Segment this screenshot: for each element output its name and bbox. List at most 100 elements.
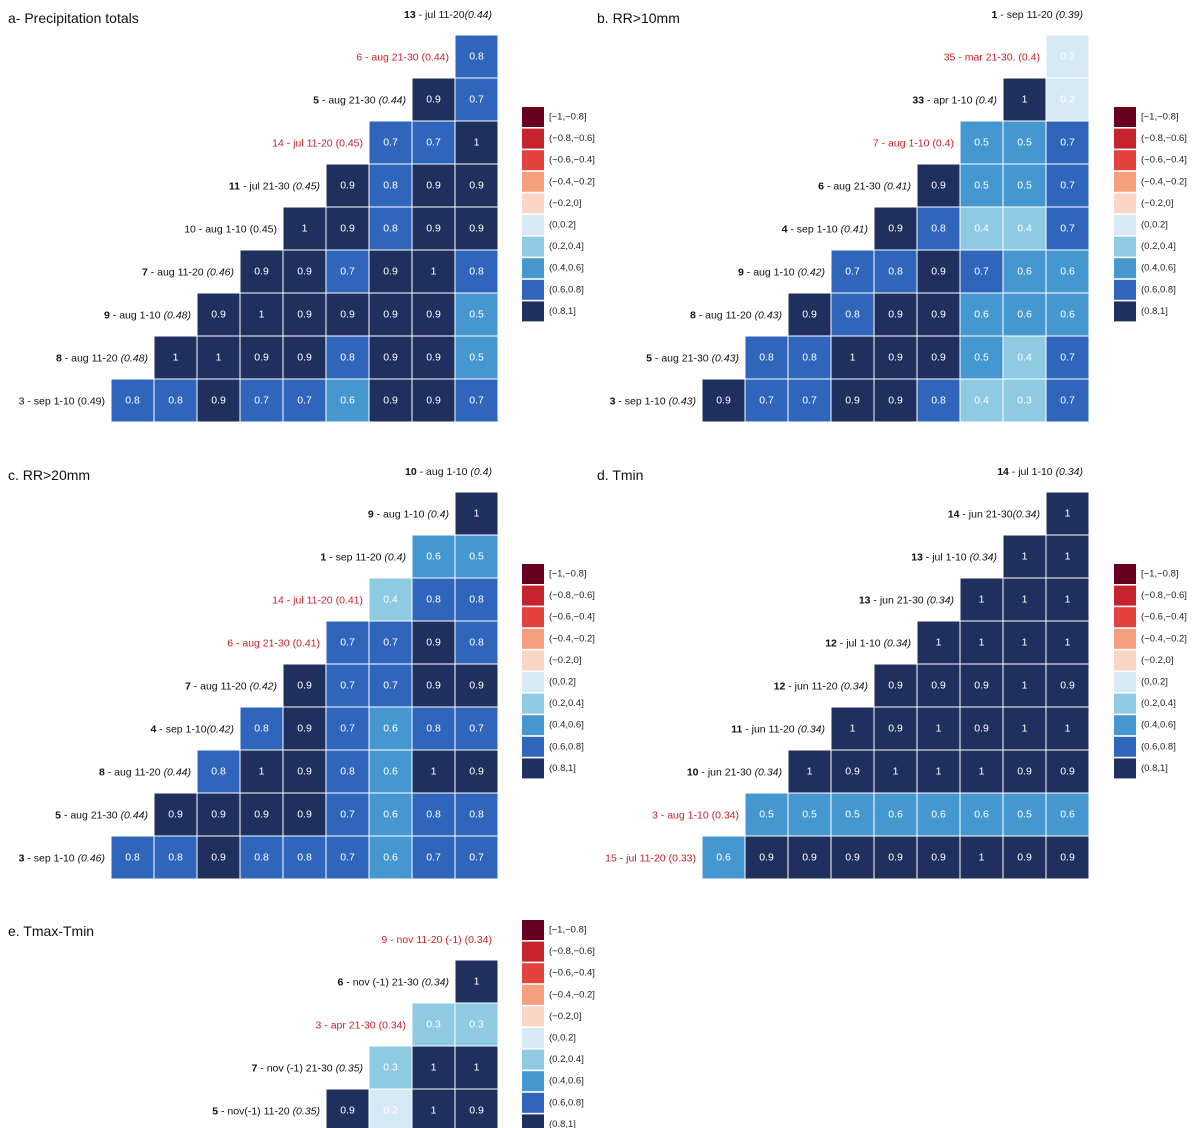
panel-title: c. RR>20mm	[8, 467, 90, 483]
cell-value: 0.7	[1060, 137, 1075, 149]
heatmap-cell	[959, 120, 1004, 165]
heatmap-cell	[196, 378, 241, 423]
legend-label: (−0.2,0]	[1141, 198, 1173, 209]
heatmap-cell	[411, 663, 456, 708]
legend-label: (−0.2,0]	[549, 655, 581, 666]
cell-value: 0.5	[974, 352, 989, 364]
cell-value: 0.2	[1060, 94, 1075, 106]
heatmap-cell	[873, 378, 918, 423]
heatmap-cell	[916, 335, 961, 380]
cell-value: 1	[474, 1062, 480, 1074]
legend-label: (−0.6,−0.4]	[1141, 612, 1187, 623]
heatmap-cell	[1002, 835, 1047, 880]
cell-value: 0.8	[125, 395, 140, 407]
heatmap-cell	[959, 749, 1004, 794]
cell-value: 0.6	[1060, 809, 1075, 821]
heatmap-cell	[701, 835, 746, 880]
row-label: 7 - aug 1-10 (0.4)	[873, 138, 954, 150]
legend-swatch	[522, 963, 544, 984]
legend-label: (0,0.2]	[1141, 677, 1168, 688]
cell-value: 0.9	[297, 266, 312, 278]
row-label: 6 - aug 21-30 (0.44)	[356, 52, 449, 64]
panel-3: c. RR>20mm 10 - aug 1-10 (0.4) 1 9 - aug 1-…	[8, 466, 595, 880]
cell-value: 0.9	[469, 223, 484, 235]
legend-label: (−0.6,−0.4]	[549, 612, 595, 623]
heatmap-cell	[916, 292, 961, 337]
row-label: 5 - aug 21-30 (0.44)	[313, 95, 406, 107]
heatmap-cell	[454, 491, 499, 536]
heatmap-cell	[830, 292, 875, 337]
cell-value: 0.7	[1060, 352, 1075, 364]
heatmap-cell	[916, 835, 961, 880]
legend-label: (0.8,1]	[549, 1119, 576, 1128]
cell-value: 1	[1065, 594, 1071, 606]
cell-value: 1	[979, 594, 985, 606]
cell-value: 0.9	[297, 809, 312, 821]
panel-title: e. Tmax-Tmin	[8, 923, 94, 939]
cell-value: 0.3	[1017, 395, 1032, 407]
cell-value: 1	[1022, 94, 1028, 106]
heatmap-cell	[1002, 749, 1047, 794]
heatmap-cell	[325, 835, 370, 880]
cell-value: 0.9	[340, 309, 355, 321]
cell-value: 1	[850, 723, 856, 735]
row-label: 6 - aug 21-30 (0.41)	[818, 181, 911, 193]
heatmap-cell	[873, 335, 918, 380]
legend-swatch	[522, 1028, 544, 1048]
legend-swatch	[522, 236, 544, 257]
panel-title: d. Tmin	[597, 467, 643, 483]
cell-value: 0.9	[297, 680, 312, 692]
cell-value: 0.3	[383, 1062, 398, 1074]
panel-4: d. Tmin 14 - jul 1-10 (0.34) 1 14 - jun 21-…	[597, 466, 1187, 880]
legend-label: [−1,−0.8]	[1141, 112, 1179, 123]
legend-swatch	[522, 171, 544, 192]
cell-value: 0.6	[1017, 309, 1032, 321]
panel-title: b. RR>10mm	[597, 10, 680, 26]
heatmap-cell	[1002, 206, 1047, 251]
legend-label: (−0.8,−0.6]	[549, 590, 595, 601]
legend-swatch	[522, 1049, 544, 1070]
legend-label: (−0.2,0]	[549, 198, 581, 209]
cell-value: 0.9	[888, 723, 903, 735]
cell-value: 1	[474, 976, 480, 988]
heatmap-cell	[454, 163, 499, 208]
heatmap-cell	[282, 378, 327, 423]
row-label: 5 - aug 21-30 (0.44)	[55, 810, 148, 822]
heatmap-cell	[873, 706, 918, 751]
heatmap-cell	[830, 335, 875, 380]
heatmap-cell	[787, 335, 832, 380]
cell-value: 0.9	[888, 395, 903, 407]
heatmap-cell	[153, 835, 198, 880]
cell-value: 0.8	[931, 395, 946, 407]
legend-label: (−0.8,−0.6]	[1141, 133, 1187, 144]
cell-value: 0.9	[931, 852, 946, 864]
cell-value: 0.9	[1017, 766, 1032, 778]
cell-value: 1	[979, 766, 985, 778]
heatmap-cell	[1045, 663, 1090, 708]
cell-value: 0.5	[974, 180, 989, 192]
cell-value: 1	[216, 352, 222, 364]
cell-value: 0.5	[845, 809, 860, 821]
heatmap-cell	[454, 335, 499, 380]
heatmap-cell	[787, 378, 832, 423]
legend-swatch	[1114, 258, 1136, 279]
legend-swatch	[1114, 171, 1136, 192]
cell-value: 0.6	[1060, 309, 1075, 321]
heatmap-cell	[830, 249, 875, 294]
cell-value: 0.9	[845, 395, 860, 407]
heatmap-cell	[916, 378, 961, 423]
heatmap-cell	[873, 206, 918, 251]
cell-value: 0.9	[845, 766, 860, 778]
cell-value: 1	[936, 637, 942, 649]
heatmap-cell	[916, 792, 961, 837]
heatmap-cell	[1002, 77, 1047, 122]
row-label: 13 - jul 11-20(0.44)	[404, 9, 492, 21]
cell-value: 0.7	[340, 680, 355, 692]
heatmap-cell	[411, 206, 456, 251]
cell-value: 0.6	[1060, 266, 1075, 278]
cell-value: 0.7	[383, 137, 398, 149]
legend-swatch	[522, 920, 544, 940]
cell-value: 0.7	[383, 680, 398, 692]
cell-value: 0.8	[426, 594, 441, 606]
cell-value: 1	[1022, 723, 1028, 735]
